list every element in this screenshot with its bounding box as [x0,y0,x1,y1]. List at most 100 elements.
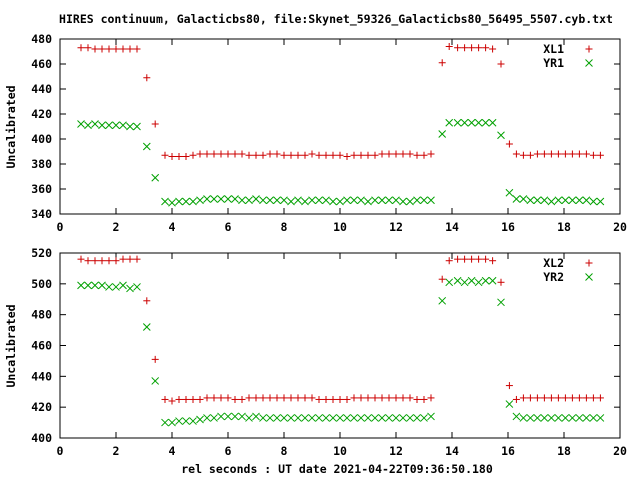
data-point-yr1 [210,195,218,203]
data-point-yr2 [287,414,295,422]
y-tick-label: 500 [31,277,52,291]
data-point-xl1 [392,150,400,158]
data-point-xl1 [336,151,344,159]
data-point-xl2 [182,395,190,403]
data-point-yr2 [350,414,358,422]
data-point-xl1 [161,151,169,159]
data-point-yr1 [399,197,407,206]
y-tick-label: 520 [31,246,52,260]
x-tick-label: 8 [281,444,288,458]
data-point-xl1 [151,120,159,128]
data-point-yr1 [568,196,577,205]
y-tick-label: 420 [31,107,52,121]
data-point-yr1 [343,196,351,205]
data-point-yr2 [561,414,570,422]
data-point-xl1 [112,45,120,53]
chart-title: HIRES continuum, Galacticbs80, file:Skyn… [59,12,613,27]
data-point-yr2 [224,412,232,421]
data-point-xl1 [182,153,190,160]
data-point-yr1 [238,196,246,205]
data-point-xl2 [119,255,127,263]
data-point-xl2 [413,395,421,403]
data-point-xl2 [505,382,513,390]
data-point-xl1 [475,44,483,52]
data-point-xl1 [364,151,372,159]
data-point-xl2 [371,394,379,402]
legend-marker [585,259,593,267]
x-tick-label: 8 [281,220,288,234]
data-point-yr2 [488,276,497,285]
data-point-xl1 [273,150,281,158]
data-point-yr2 [126,284,134,293]
data-point-yr2 [315,414,323,422]
data-point-xl2 [126,255,134,263]
data-point-xl1 [105,45,113,53]
data-point-yr2 [413,414,421,422]
data-point-yr1 [84,121,92,130]
data-point-xl1 [519,151,527,159]
data-point-xl2 [399,394,407,402]
data-point-yr2 [161,418,169,427]
data-point-yr2 [512,412,521,421]
data-point-xl2 [589,394,597,402]
data-point-xl2 [420,395,428,403]
legend-label: YR1 [543,56,564,70]
data-point-xl1 [217,150,225,158]
data-point-xl1 [497,60,505,68]
bottom-y-axis-label: Uncalibrated [4,304,18,387]
data-point-xl1 [168,153,176,160]
data-point-xl2 [294,394,302,402]
data-point-xl2 [161,395,169,403]
data-point-xl1 [266,150,274,158]
data-point-xl2 [445,257,453,265]
data-point-yr2 [399,414,407,422]
data-point-yr1 [126,122,134,131]
data-point-xl2 [196,395,204,403]
data-point-xl2 [547,394,555,402]
data-point-yr1 [182,197,190,206]
data-point-xl1 [294,151,302,159]
data-point-xl2 [582,394,590,402]
data-point-yr1 [561,196,570,205]
data-point-yr2 [91,281,99,290]
data-point-xl1 [329,151,337,159]
data-point-yr2 [203,414,211,422]
data-point-xl1 [568,150,576,158]
data-point-yr2 [547,414,556,422]
x-tick-label: 12 [389,444,403,458]
data-point-xl2 [189,395,197,403]
data-point-xl2 [385,394,393,402]
data-point-xl1 [596,151,604,159]
data-point-xl2 [84,257,92,265]
data-point-xl1 [301,151,309,159]
data-point-yr1 [378,196,386,205]
data-point-xl1 [505,140,513,148]
y-tick-label: 340 [31,207,52,221]
y-tick-label: 400 [31,132,52,146]
data-point-xl2 [475,255,483,263]
data-point-xl1 [98,45,106,53]
data-point-yr2 [575,414,584,422]
data-point-yr1 [273,196,281,205]
data-point-yr1 [112,121,120,130]
data-point-xl1 [91,45,99,53]
data-point-xl2 [497,278,505,286]
data-point-yr2 [77,281,85,290]
data-point-xl1 [399,150,407,158]
y-tick-label: 440 [31,369,52,383]
data-point-yr1 [575,196,584,205]
data-point-yr2 [481,276,490,285]
x-tick-label: 14 [445,444,459,458]
data-point-yr2 [427,412,435,421]
data-point-xl2 [489,257,497,265]
data-point-xl1 [554,150,562,158]
data-point-xl1 [119,45,127,53]
data-point-yr2 [505,400,514,408]
data-point-xl2 [217,394,225,402]
data-point-yr2 [301,414,309,422]
data-point-xl2 [151,355,159,363]
data-point-xl2 [406,394,414,402]
data-point-yr1 [371,196,379,205]
y-tick-label: 420 [31,400,52,414]
data-point-xl2 [259,394,267,402]
